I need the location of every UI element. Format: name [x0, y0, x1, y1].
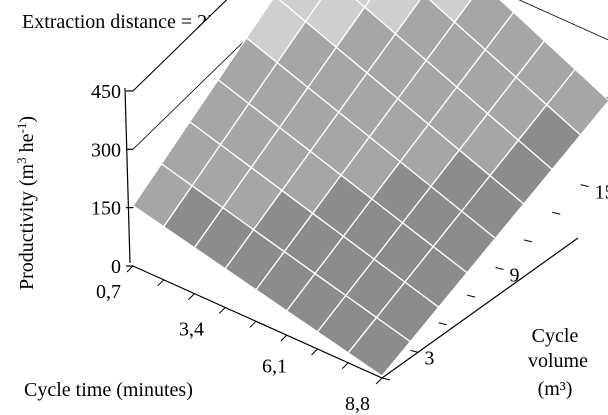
x-tick — [218, 307, 226, 314]
z-axis-line — [124, 87, 131, 264]
z-tick-label: 450 — [91, 81, 121, 103]
surface-cell — [428, 0, 472, 24]
x-tick — [126, 265, 134, 273]
y-tick — [580, 184, 589, 188]
x-tick-label: 3,4 — [179, 318, 204, 340]
y-tick — [523, 239, 532, 243]
z-tick-label: 300 — [91, 139, 121, 161]
y-axis-line — [381, 237, 579, 379]
y-axis-title-line-2: volume — [528, 350, 588, 372]
y-axis-title: Cycle volume (m³) — [528, 325, 588, 400]
y-tick — [410, 349, 419, 353]
y-tick-label: 3 — [424, 347, 434, 369]
x-tick — [188, 293, 195, 301]
z-axis — [124, 87, 131, 264]
x-tick — [280, 334, 288, 342]
surface-mesh — [132, 0, 608, 377]
x-tick — [157, 279, 165, 287]
z-axis-title: Productivity (m3 he-1) — [14, 116, 38, 290]
chart-title: Extraction distance = 250 m — [22, 11, 248, 33]
y-tick-label: 9 — [510, 265, 520, 287]
tick-labels: 0 150 300 450 0,7 3,4 6,1 8,8 3 9 15 — [91, 81, 608, 415]
y-axis-title-line-1: Cycle — [532, 325, 579, 347]
x-tick-label: 0,7 — [96, 281, 121, 303]
y-tick — [438, 322, 447, 326]
x-axis-line — [132, 265, 383, 379]
x-tick — [249, 320, 257, 328]
z-tick-label: 150 — [91, 198, 121, 220]
z-tick-label: 0 — [111, 256, 121, 278]
x-tick — [341, 362, 349, 370]
y-axis-title-line-3: (m³) — [538, 378, 573, 400]
ticks — [126, 90, 589, 385]
y-tick — [495, 267, 504, 270]
x-tick — [375, 377, 383, 385]
y-tick — [381, 377, 391, 381]
x-tick — [311, 348, 318, 356]
z-gridline — [132, 0, 608, 150]
x-axis — [132, 265, 383, 379]
y-tick — [467, 294, 476, 298]
surface-cell — [355, 0, 371, 9]
x-axis-title: Cycle time (minutes) — [24, 379, 193, 401]
x-tick-label: 8,8 — [345, 393, 370, 415]
y-axis — [381, 237, 579, 379]
y-tick-label: 15 — [595, 182, 608, 204]
y-tick — [552, 211, 561, 215]
surface-cell — [545, 68, 608, 136]
z-gridline — [132, 0, 227, 92]
surface-cell — [278, 0, 322, 23]
x-tick-label: 6,1 — [262, 356, 287, 378]
surface-cell — [363, 0, 421, 35]
